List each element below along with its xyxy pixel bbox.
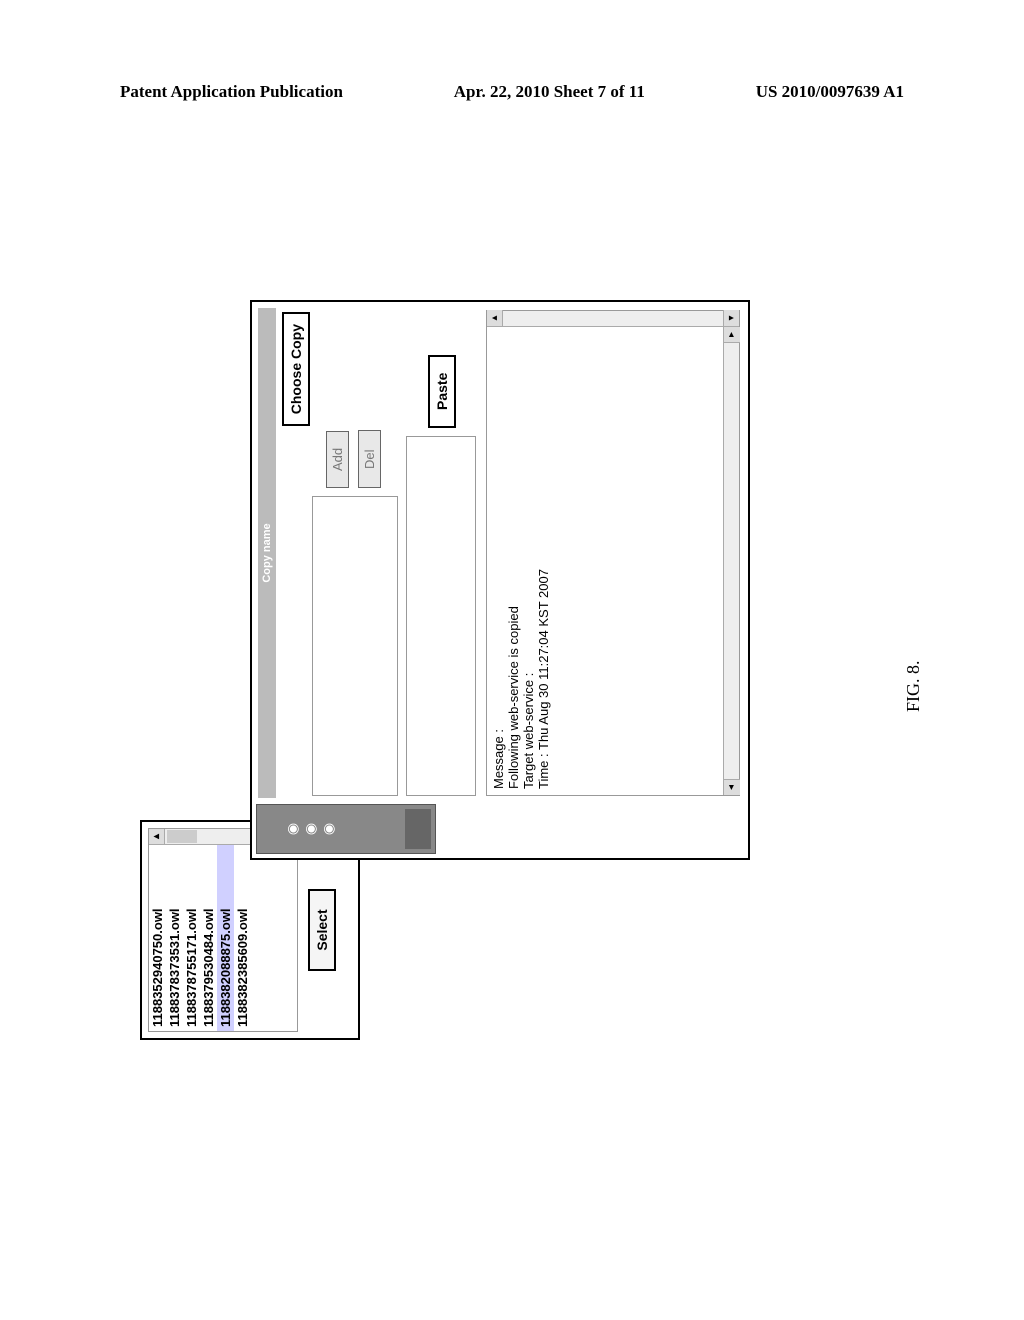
copy-name-header: Copy name (258, 308, 276, 798)
message-hscroll[interactable]: ◂ ▸ (723, 327, 739, 795)
message-vscroll[interactable]: ▴ ▾ (487, 311, 739, 327)
list-item[interactable]: 1188379530484.owl (200, 829, 217, 1031)
add-button[interactable]: Add (326, 431, 349, 488)
sidebar-strip: ◉◉◉ (256, 804, 436, 854)
select-button[interactable]: Select (308, 889, 336, 970)
list-item[interactable]: 1188382385609.owl (234, 829, 251, 1031)
main-panel: ◉◉◉ Copy name Choose Copy Add Del Paste … (250, 300, 750, 860)
message-line: Time : Thu Aug 30 11:27:04 KST 2007 (536, 317, 551, 789)
choose-copy-button[interactable]: Choose Copy (282, 312, 310, 426)
list-item[interactable]: 1188378755171.owl (183, 829, 200, 1031)
sidebar-bottom-icon (405, 809, 431, 849)
message-line: Following web-service is copied (506, 317, 521, 789)
list-item[interactable]: 1188352940750.owl (149, 829, 166, 1031)
scroll-right-icon[interactable]: ▸ (724, 327, 740, 343)
page-header: Patent Application Publication Apr. 22, … (120, 82, 904, 102)
header-left: Patent Application Publication (120, 82, 343, 102)
copy-list-box[interactable] (312, 496, 398, 796)
figure-area: 1188352940750.owl 1188378373531.owl 1188… (45, 335, 845, 985)
header-center: Apr. 22, 2010 Sheet 7 of 11 (454, 82, 645, 102)
scroll-up-icon[interactable]: ▴ (149, 829, 165, 844)
list-item[interactable]: 1188378373531.owl (166, 829, 183, 1031)
scroll-up-icon[interactable]: ▴ (487, 310, 503, 326)
message-line: Target web-service : (521, 317, 536, 789)
scroll-down-icon[interactable]: ▾ (723, 310, 739, 326)
result-box[interactable] (406, 436, 476, 796)
scroll-left-icon[interactable]: ◂ (724, 779, 740, 795)
header-right: US 2010/0097639 A1 (756, 82, 904, 102)
message-box: Message : Following web-service is copie… (486, 310, 740, 796)
paste-button[interactable]: Paste (428, 355, 456, 428)
del-button[interactable]: Del (358, 430, 381, 488)
list-item-selected[interactable]: 1188382088875.owl (217, 829, 234, 1031)
sidebar-icons: ◉◉◉ (285, 805, 339, 853)
figure-caption: FIG. 8. (904, 661, 925, 713)
message-line: Message : (491, 317, 506, 789)
scroll-thumb[interactable] (167, 830, 197, 843)
